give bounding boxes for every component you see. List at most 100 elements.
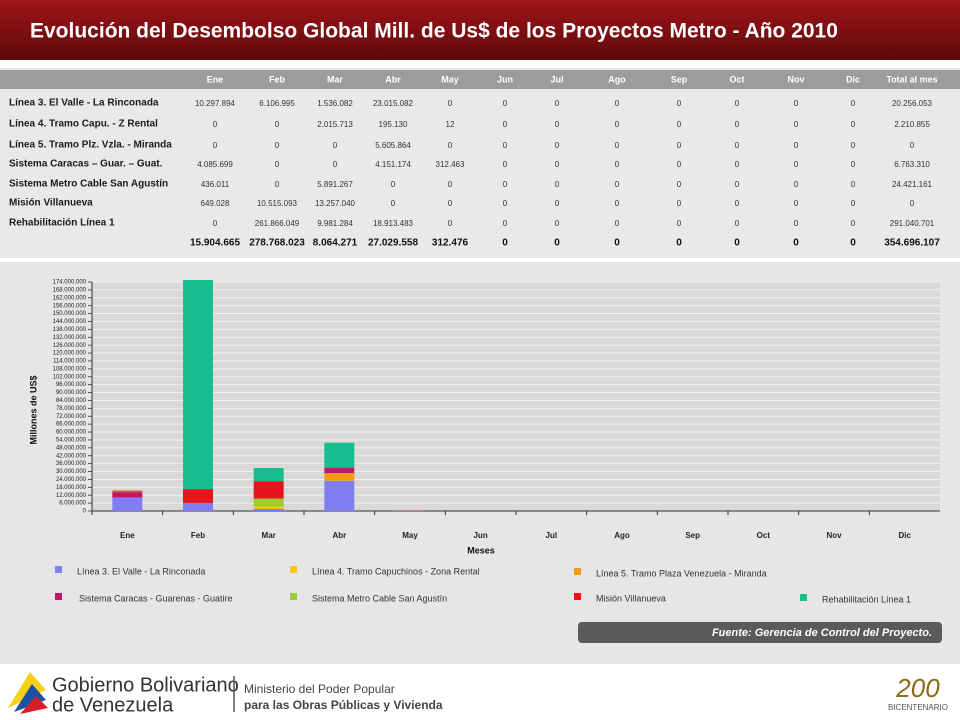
y-axis-label: Millones de US$	[28, 375, 38, 444]
legend-swatch	[290, 566, 297, 573]
table-total: 312.476	[432, 238, 469, 249]
flag-blue	[14, 684, 46, 712]
table-cell: 10.515.093	[257, 199, 298, 208]
table-cell: 0	[677, 199, 682, 208]
row-label: Misión Villanueva	[9, 198, 93, 209]
table-cell: 0	[735, 199, 740, 208]
table-cell: 0	[391, 180, 396, 189]
table-cell: 4.085.699	[197, 160, 233, 169]
flag-yellow	[8, 672, 46, 708]
table-cell: 0	[503, 199, 508, 208]
table-cell: 5.891.267	[317, 180, 353, 189]
bar-segment	[324, 467, 355, 474]
table-cell: 0	[794, 99, 799, 108]
row-label: Línea 5. Tramo Plz. Vzla. - Miranda	[9, 140, 172, 151]
y-tick-label: 0	[83, 509, 87, 515]
table-cell: 0	[448, 180, 453, 189]
table-total: 8.064.271	[313, 238, 358, 249]
bar-segment	[324, 473, 355, 481]
table-header: Mar	[327, 74, 344, 84]
y-tick-label: 144.000.000	[53, 319, 87, 325]
table-cell: 0	[333, 141, 338, 150]
table-cell: 9.981.284	[317, 219, 353, 228]
table-cell: 0	[275, 180, 280, 189]
table-header-bar	[0, 70, 960, 89]
table-header: Jun	[497, 74, 513, 84]
table-cell: 0	[555, 120, 560, 129]
table-cell: 0	[555, 99, 560, 108]
table-cell: 0	[555, 160, 560, 169]
y-tick-label: 138.000.000	[53, 327, 87, 333]
table-cell: 0	[910, 141, 915, 150]
table-cell: 12	[446, 120, 455, 129]
row-label: Sistema Caracas – Guar. – Guat.	[9, 159, 163, 170]
table-cell: 0	[275, 141, 280, 150]
legend-label: Línea 5. Tramo Plaza Venezuela - Miranda	[596, 568, 767, 578]
bar-segment	[112, 490, 143, 492]
y-tick-label: 120.000.000	[53, 351, 87, 357]
table-cell: 0	[794, 180, 799, 189]
x-tick-label: Sep	[685, 531, 700, 540]
legend-swatch	[55, 566, 62, 573]
x-tick-label: May	[402, 531, 418, 540]
table-total: 15.904.665	[190, 238, 240, 249]
source-box	[578, 622, 942, 643]
table-cell: 0	[735, 180, 740, 189]
table-cell: 18.913.483	[373, 219, 414, 228]
y-tick-label: 168.000.000	[53, 287, 87, 293]
table-cell: 0	[735, 160, 740, 169]
y-tick-label: 48.000.000	[56, 445, 87, 451]
table-cell: 5.605.864	[375, 141, 411, 150]
table-cell: 0	[503, 141, 508, 150]
y-tick-label: 78.000.000	[56, 406, 87, 412]
table-cell: 0	[555, 180, 560, 189]
source: Fuente: Gerencia de Control del Proyecto…	[712, 627, 932, 639]
table-cell: 0	[213, 141, 218, 150]
bicentenario: BICENTENARIO	[888, 703, 948, 712]
y-tick-label: 36.000.000	[56, 461, 87, 467]
legend-label: Sistema Caracas - Guarenas - Guatire	[79, 593, 233, 603]
table-cell: 23.015.082	[373, 99, 414, 108]
table-cell: 20.256.053	[892, 99, 933, 108]
table-cell: 0	[448, 199, 453, 208]
table: Ene Feb Mar Abr May Jun Jul Ago Sep Oct Nov Dic Tota…	[9, 74, 940, 248]
y-tick-label: 96.000.000	[56, 382, 87, 388]
table-total: 0	[614, 238, 620, 249]
table-header: Dic	[846, 74, 860, 84]
bar-segment	[253, 506, 284, 509]
table-cell: 0	[448, 99, 453, 108]
table-cell: 0	[677, 180, 682, 189]
table-cell: 0	[851, 199, 856, 208]
table-cell: 0	[794, 141, 799, 150]
table-cell: 0	[794, 219, 799, 228]
title: Evolución del Desembolso Global Mill. de…	[30, 20, 838, 43]
table-cell: 0	[794, 160, 799, 169]
table-cell: 312.463	[436, 160, 465, 169]
y-tick-label: 90.000.000	[56, 390, 87, 396]
table-header: May	[441, 74, 459, 84]
table-cell: 0	[391, 199, 396, 208]
bar-segment	[253, 498, 284, 507]
table-header: Total al mes	[886, 74, 937, 84]
y-tick-label: 114.000.000	[53, 359, 87, 365]
table-cell: 0	[615, 141, 620, 150]
x-tick-label: Dic	[898, 531, 911, 540]
x-tick-label: Oct	[757, 531, 771, 540]
row-label: Sistema Metro Cable San Agustín	[9, 179, 168, 190]
x-axis-label: Meses	[467, 545, 495, 555]
y-tick-label: 108.000.000	[53, 366, 87, 372]
table-cell: 0	[333, 160, 338, 169]
table-cell: 0	[677, 120, 682, 129]
y-tick-label: 12.000.000	[56, 493, 87, 499]
legend-label: Rehabilitación Línea 1	[822, 594, 911, 604]
table-header: Jul	[550, 74, 563, 84]
table-header: Abr	[385, 74, 401, 84]
table-header: Nov	[787, 74, 804, 84]
legend-label: Sistema Metro Cable San Agustín	[312, 593, 447, 603]
table-total: 0	[850, 238, 856, 249]
table-cell: 0	[213, 219, 218, 228]
table-cell: 6.763.310	[894, 160, 930, 169]
table-cell: 0	[213, 120, 218, 129]
table-cell: 0	[794, 199, 799, 208]
